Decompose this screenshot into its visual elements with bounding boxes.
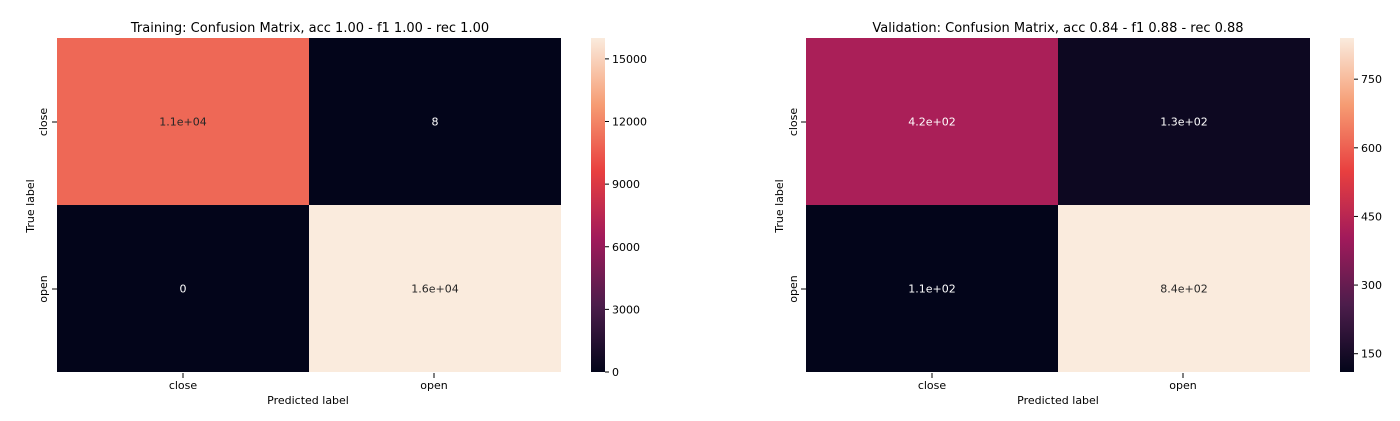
validation-cell-close-open — [1058, 38, 1310, 205]
validation-cell-open-open — [1058, 205, 1310, 372]
training-annotation-open-open: 1.6e+04 — [411, 283, 458, 296]
validation-title: Validation: Confusion Matrix, acc 0.84 -… — [872, 21, 1243, 36]
validation-y-ticks: close open — [787, 108, 806, 303]
training-cell-open-open — [309, 205, 561, 372]
training-colorbar-tick-label: 12000 — [612, 116, 647, 129]
validation-colorbar-tick-label: 450 — [1361, 210, 1382, 223]
validation-y-tick-open: open — [787, 275, 800, 302]
validation-annotation-close-close: 4.2e+02 — [908, 116, 955, 129]
training-heatmap-panel: Training: Confusion Matrix, acc 1.00 - f… — [24, 21, 647, 407]
validation-colorbar-ticks: 150 300 450 600 750 — [1354, 73, 1382, 361]
validation-annotation-close-open: 1.3e+02 — [1160, 116, 1207, 129]
validation-colorbar — [1340, 38, 1354, 372]
validation-heatmap-panel: Validation: Confusion Matrix, acc 0.84 -… — [773, 21, 1382, 407]
validation-cell-open-close — [806, 205, 1058, 372]
validation-x-tick-close: close — [918, 379, 947, 392]
training-xlabel: Predicted label — [267, 394, 349, 407]
validation-colorbar-tick-label: 300 — [1361, 279, 1382, 292]
training-annotation-close-close: 1.1e+04 — [159, 116, 206, 129]
training-title: Training: Confusion Matrix, acc 1.00 - f… — [130, 21, 489, 36]
validation-annotations: 4.2e+02 1.3e+02 1.1e+02 8.4e+02 — [908, 116, 1207, 296]
training-cells — [57, 38, 561, 372]
training-x-tick-close: close — [169, 379, 198, 392]
training-annotations: 1.1e+04 8 0 1.6e+04 — [159, 116, 458, 296]
training-annotation-close-open: 8 — [432, 116, 439, 129]
training-ylabel: True label — [24, 179, 37, 233]
validation-x-ticks: close open — [918, 373, 1197, 392]
training-x-ticks: close open — [169, 373, 448, 392]
training-cell-close-close — [57, 38, 309, 205]
training-colorbar-tick-label: 0 — [612, 366, 619, 379]
validation-ylabel: True label — [773, 179, 786, 233]
training-colorbar-ticks: 0 3000 6000 9000 12000 15000 — [605, 53, 647, 379]
training-annotation-open-close: 0 — [180, 283, 187, 296]
validation-x-tick-open: open — [1169, 379, 1196, 392]
training-cell-open-close — [57, 205, 309, 372]
training-cell-close-open — [309, 38, 561, 205]
training-colorbar-tick-label: 15000 — [612, 53, 647, 66]
validation-annotation-open-open: 8.4e+02 — [1160, 283, 1207, 296]
training-colorbar — [591, 38, 605, 372]
training-x-tick-open: open — [420, 379, 447, 392]
validation-cell-close-close — [806, 38, 1058, 205]
validation-colorbar-tick-label: 750 — [1361, 73, 1382, 86]
validation-colorbar-tick-label: 600 — [1361, 142, 1382, 155]
training-y-tick-open: open — [37, 275, 50, 302]
training-colorbar-tick-label: 9000 — [612, 178, 640, 191]
validation-colorbar-tick-label: 150 — [1361, 348, 1382, 361]
training-colorbar-tick-label: 6000 — [612, 241, 640, 254]
training-y-tick-close: close — [37, 108, 50, 137]
training-y-ticks: close open — [37, 108, 57, 303]
validation-xlabel: Predicted label — [1017, 394, 1099, 407]
validation-y-tick-close: close — [787, 108, 800, 137]
validation-annotation-open-close: 1.1e+02 — [908, 283, 955, 296]
validation-cells — [806, 38, 1310, 372]
training-colorbar-tick-label: 3000 — [612, 303, 640, 316]
